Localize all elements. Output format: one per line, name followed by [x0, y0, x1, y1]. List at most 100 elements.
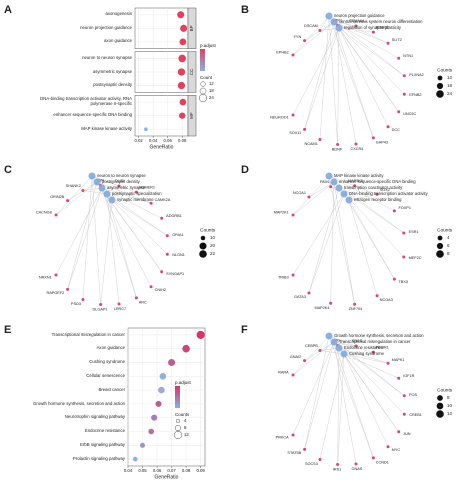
category-label-box: DNA-binding transcription activator acti…	[40, 96, 132, 107]
gene-node	[117, 184, 121, 188]
edge	[308, 181, 335, 198]
gene-label: SLIT2	[392, 38, 402, 42]
category-label-box: Transcriptional misregulation in cancer	[52, 332, 125, 337]
gene-label: NCAM1	[305, 142, 318, 146]
gene-node	[303, 447, 307, 451]
legend-size-label: 8	[447, 251, 450, 256]
edge	[330, 181, 335, 304]
panel-letter: D	[241, 164, 249, 176]
edge	[333, 341, 357, 465]
category-label: DNA-binding transcription activator acti…	[40, 96, 132, 107]
legend-size-label: 4	[447, 235, 450, 240]
gene-label: PAX6	[320, 180, 329, 184]
edge	[348, 194, 378, 201]
edge	[91, 175, 101, 305]
legend-size	[199, 87, 207, 95]
gene-node	[134, 296, 138, 300]
gene-node	[303, 39, 307, 43]
edge	[304, 27, 340, 130]
term-node	[335, 184, 343, 192]
category-label: axonogenesis	[105, 11, 132, 17]
category-label-box: axonogenesis	[105, 11, 132, 17]
term-label: neuron to neuron synapse	[97, 173, 146, 178]
gene-label: CREB1	[409, 413, 422, 417]
gene-label: SEMA6A	[349, 19, 365, 23]
legend-size	[436, 250, 444, 258]
edge	[304, 21, 335, 130]
gene-label: CACNG8	[36, 211, 52, 215]
term-node	[340, 350, 348, 358]
category-label-box: Endocrine resistance	[85, 428, 125, 433]
dot	[151, 414, 158, 421]
legend-title: p.adjust	[175, 380, 192, 385]
x-tick-label: 0.05	[138, 468, 147, 473]
category-label-box: neuron to neuron synapse	[82, 55, 132, 61]
dot	[196, 330, 205, 339]
term-node	[325, 12, 333, 20]
category-label: neuron to neuron synapse	[82, 55, 132, 61]
category-label-box: Prolactin signaling pathway	[73, 456, 125, 461]
category-label-box: asymmetric synapse	[92, 68, 132, 74]
term-node	[93, 178, 101, 186]
gene-label: MAP2K1	[274, 211, 289, 215]
legend-size-label: 12	[209, 81, 214, 86]
gene-label: CCND1	[376, 460, 389, 464]
edge	[292, 21, 335, 56]
gene-label: FYN	[294, 35, 302, 39]
edge	[343, 353, 399, 379]
edge	[111, 199, 168, 236]
panel-letter: B	[241, 4, 249, 16]
gene-node	[291, 113, 295, 117]
term-label: MAP kinase kinase activity	[334, 173, 384, 178]
term-label: postsynaptic density	[102, 179, 141, 184]
edge	[343, 353, 389, 447]
legend-size	[175, 419, 180, 424]
gene-node	[291, 213, 295, 217]
term-label: Transcriptional misregulation in cancer	[339, 339, 411, 344]
term-node	[335, 344, 343, 352]
edge	[333, 341, 374, 458]
edge	[333, 21, 357, 145]
facet-label: MF	[189, 112, 194, 119]
dot	[155, 400, 162, 407]
legend-size-label: 10	[210, 235, 216, 240]
term-label: central nervous system neuron differenti…	[339, 19, 423, 24]
category-label: asymmetric synapse	[92, 68, 132, 74]
legend-title: Counts	[175, 412, 190, 417]
plot-panel	[127, 327, 206, 467]
gene-label: FOXP1	[398, 206, 410, 210]
gene-node	[402, 394, 406, 398]
legend-size-label: 8	[447, 395, 450, 400]
term-node	[325, 332, 333, 340]
legend-size-label: 22	[210, 251, 216, 256]
category-label-box: MAP kinase kinase activity	[81, 126, 132, 131]
edge	[292, 181, 335, 216]
edge	[292, 341, 335, 376]
gene-node	[386, 125, 390, 129]
gene-label: PRKCA	[276, 436, 290, 440]
term-label: asymmetric synapse	[107, 185, 146, 190]
dot	[177, 68, 186, 76]
category-label: Cushing syndrome	[89, 359, 125, 365]
dot	[148, 428, 155, 435]
edge	[96, 181, 152, 287]
gene-label: NLGN1	[172, 253, 185, 257]
gene-label: SYNGAP1	[166, 272, 184, 276]
dot	[144, 127, 148, 132]
gene-node	[66, 199, 70, 203]
legend-size	[199, 242, 207, 250]
legend-size	[436, 82, 444, 90]
term-label: enhancer sequence-specific DNA binding	[339, 179, 416, 184]
gene-node	[307, 195, 311, 199]
gene-node	[371, 30, 375, 34]
gene-label: ESR1	[409, 230, 419, 234]
edge	[348, 199, 395, 280]
facet-label: BP	[189, 25, 194, 31]
edge	[328, 15, 389, 44]
gene-node	[307, 291, 311, 295]
gene-label: MYC	[392, 448, 401, 452]
edge	[319, 350, 345, 355]
legend-size	[436, 90, 444, 98]
gene-label: MEF2C	[409, 256, 422, 260]
